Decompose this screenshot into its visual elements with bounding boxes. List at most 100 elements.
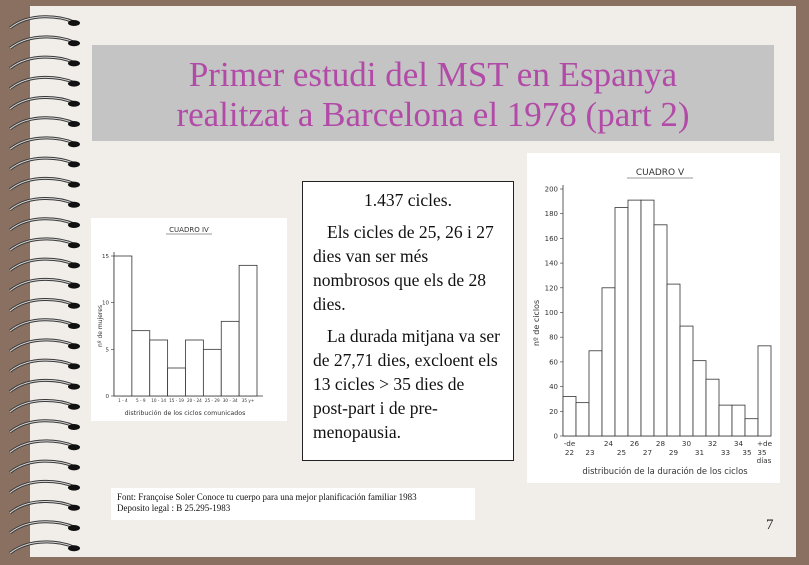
x-tick-label: 30 - 34 bbox=[223, 398, 238, 403]
spiral-coil bbox=[9, 15, 80, 30]
bar bbox=[220, 320, 240, 397]
spiral-coil bbox=[9, 399, 80, 414]
spiral-coil bbox=[9, 338, 80, 353]
spiral-coil bbox=[9, 500, 80, 515]
x-tick-label: 25 - 29 bbox=[205, 398, 220, 403]
spiral-coil bbox=[9, 136, 80, 151]
y-axis-label: nº de mujeres bbox=[97, 305, 104, 347]
x-tick-label-bottom: 33 bbox=[721, 448, 730, 457]
x-tick-label-bottom: 23 bbox=[585, 448, 594, 457]
spiral-coil bbox=[9, 378, 80, 393]
spiral-hole bbox=[68, 201, 80, 208]
spiral-wire-highlight bbox=[9, 36, 75, 49]
y-tick-label: 120 bbox=[545, 284, 558, 292]
bar bbox=[718, 404, 733, 437]
spiral-hole bbox=[68, 302, 80, 309]
bar bbox=[614, 207, 629, 437]
spiral-hole bbox=[68, 484, 80, 491]
spiral-coil bbox=[9, 96, 80, 111]
spiral-wire-highlight bbox=[9, 521, 75, 534]
spiral-hole bbox=[68, 403, 80, 410]
y-tick-label: 80 bbox=[549, 334, 558, 342]
spiral-hole bbox=[68, 40, 80, 47]
spiral-hole bbox=[68, 525, 80, 531]
bar bbox=[167, 367, 186, 397]
spiral-coil bbox=[9, 156, 80, 171]
spiral-wire-highlight bbox=[9, 400, 75, 413]
spiral-hole bbox=[68, 181, 80, 188]
x-tick-label-bottom: 27 bbox=[643, 448, 652, 457]
bar bbox=[757, 345, 772, 437]
spiral-coil bbox=[9, 520, 80, 535]
y-tick-label: 20 bbox=[549, 408, 558, 416]
spiral-wire-highlight bbox=[9, 117, 75, 130]
chart-title: CUADRO IV bbox=[169, 226, 209, 234]
chart-cuadro-v-svg: CUADRO V 0 20 40 60 80 100 120 140 160 180 200 -de 24… bbox=[532, 168, 773, 476]
spiral-wire-highlight bbox=[9, 177, 75, 190]
y-tick-label: 140 bbox=[545, 260, 558, 268]
spiral-coil bbox=[9, 217, 80, 232]
bar bbox=[131, 330, 151, 397]
chart-cuadro-v: CUADRO V 0 20 40 60 80 100 120 140 160 180 200 -de 24… bbox=[527, 153, 780, 483]
x-axis-label: distribución de los ciclos comunicados bbox=[125, 409, 246, 417]
spiral-hole bbox=[68, 80, 80, 87]
spiral-wire-highlight bbox=[9, 157, 75, 170]
bar bbox=[149, 339, 169, 397]
spiral-wire-highlight bbox=[9, 278, 75, 291]
x-tick-label-top: 24 bbox=[604, 439, 614, 448]
spiral-hole bbox=[68, 343, 80, 350]
spiral-hole bbox=[68, 424, 80, 430]
text-box: 1.437 cicles. Els cicles de 25, 26 i 27 … bbox=[302, 181, 514, 461]
spiral-hole bbox=[68, 100, 80, 107]
source-line2: Deposito legal : B 25.295-1983 bbox=[117, 503, 231, 513]
spiral-coil bbox=[9, 35, 80, 50]
x-tick-label-bottom: 22 bbox=[565, 448, 574, 457]
chart-title: CUADRO V bbox=[636, 168, 685, 178]
spiral-coil bbox=[9, 55, 80, 70]
bar bbox=[653, 224, 668, 437]
y-tick-label: 15 bbox=[102, 254, 109, 260]
x-tick-label: 35 y+ bbox=[242, 398, 255, 403]
x-tick-label-top: 26 bbox=[630, 439, 640, 448]
spiral-hole bbox=[68, 262, 80, 269]
spiral-coil bbox=[9, 176, 80, 191]
y-tick-label: 200 bbox=[545, 186, 558, 194]
x-tick-label-top: +de bbox=[757, 439, 773, 448]
title-bar: Primer estudi del MST en Espanya realitz… bbox=[92, 45, 774, 141]
spiral-coil bbox=[9, 419, 80, 434]
spiral-coil bbox=[9, 540, 80, 555]
spiral-hole bbox=[68, 383, 80, 390]
x-tick-label: 10 - 14 bbox=[151, 398, 166, 403]
spiral-wire-highlight bbox=[9, 379, 75, 392]
bar bbox=[601, 287, 616, 437]
spiral-hole bbox=[68, 282, 80, 289]
x-tick-label: 5 - 9 bbox=[136, 398, 146, 403]
spiral-coil bbox=[9, 257, 80, 272]
page-number: 7 bbox=[766, 517, 774, 533]
text-cycles-count: 1.437 cicles. bbox=[364, 190, 452, 210]
spiral-wire-highlight bbox=[9, 420, 75, 433]
spiral-wire-highlight bbox=[9, 56, 75, 69]
spiral-wire-highlight bbox=[9, 198, 75, 211]
spiral-hole bbox=[68, 60, 80, 67]
bar bbox=[185, 339, 204, 397]
y-tick-label: 10 bbox=[102, 301, 109, 307]
spiral-wire-highlight bbox=[9, 460, 75, 473]
text-frequent-cycles: Els cicles de 25, 26 i 27 dies van ser m… bbox=[313, 222, 494, 314]
spiral-hole bbox=[68, 141, 80, 148]
spiral-wire-highlight bbox=[9, 480, 75, 493]
spiral-wire-highlight bbox=[9, 218, 75, 231]
spiral-coil bbox=[9, 75, 80, 90]
bar bbox=[705, 378, 720, 437]
spiral-coil bbox=[9, 298, 80, 313]
y-tick-label: 180 bbox=[545, 210, 558, 218]
bar bbox=[113, 255, 133, 397]
y-tick-label: 0 bbox=[106, 394, 110, 400]
spiral-hole bbox=[68, 20, 80, 26]
spiral-wire-highlight bbox=[9, 501, 75, 514]
slide-title: Primer estudi del MST en Espanya realitz… bbox=[92, 45, 774, 135]
y-tick-label: 5 bbox=[106, 347, 110, 353]
text-mean-duration: La durada mitjana va ser de 27,71 dies, … bbox=[313, 326, 500, 442]
